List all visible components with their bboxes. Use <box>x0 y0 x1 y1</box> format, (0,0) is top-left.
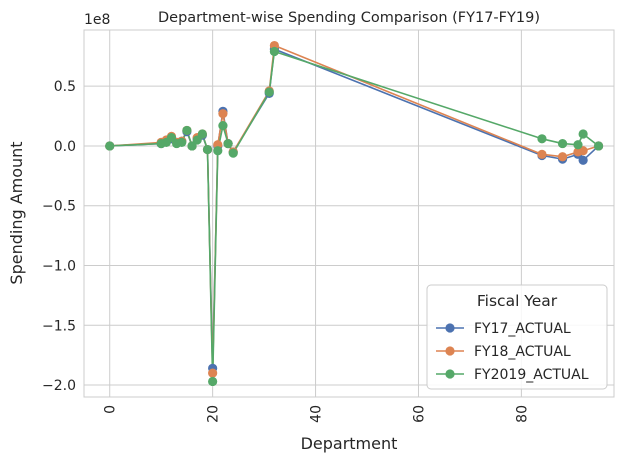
data-point-fy2019-actual <box>197 129 207 139</box>
data-point-fy18-actual <box>537 149 547 159</box>
legend-label: FY18_ACTUAL <box>474 344 571 360</box>
legend-marker <box>445 369 455 379</box>
data-point-fy18-actual <box>218 109 228 119</box>
x-tick-label: 80 <box>514 405 530 423</box>
legend-label: FY17_ACTUAL <box>474 321 571 337</box>
legend-box <box>426 284 608 390</box>
data-point-fy2019-actual <box>223 138 233 149</box>
chart-title: Department-wise Spending Comparison (FY1… <box>158 10 540 26</box>
data-point-fy2019-actual <box>218 121 228 131</box>
legend-entry-fy18-actual: FY18_ACTUAL <box>436 344 571 360</box>
y-tick-label: −1.0 <box>42 259 76 275</box>
y-tick-label: 0.5 <box>54 79 76 95</box>
y-axis-label: Spending Amount <box>7 141 26 284</box>
legend-title: Fiscal Year <box>477 292 558 310</box>
grid <box>84 30 614 397</box>
data-point-fy2019-actual <box>228 148 238 158</box>
x-ticks: 0 20 40 60 80 <box>103 405 531 423</box>
data-point-fy2019-actual <box>213 146 223 156</box>
data-point-fy2019-actual <box>177 137 187 147</box>
legend-entry-fy2019-actual: FY2019_ACTUAL <box>436 367 589 383</box>
y-tick-label: 0.0 <box>54 139 76 155</box>
y-tick-label: −0.5 <box>42 199 76 215</box>
x-axis-label: Department <box>301 434 398 453</box>
x-tick-label: 20 <box>206 405 222 423</box>
data-point-fy2019-actual <box>166 132 177 143</box>
x-tick-label: 0 <box>103 405 119 414</box>
data-point-fy2019-actual <box>593 141 604 151</box>
data-point-fy18-actual <box>557 152 568 162</box>
y-exponent-label: 1e8 <box>84 12 110 28</box>
data-point-fy2019-actual <box>105 141 115 151</box>
data-point-fy2019-actual <box>202 144 213 155</box>
data-point-fy2019-actual <box>182 125 192 136</box>
y-tick-label: −1.5 <box>42 318 76 334</box>
data-point-fy2019-actual <box>264 87 274 97</box>
legend: Fiscal Year FY17_ACTUAL FY18_ACTUAL FY2019… <box>426 284 608 390</box>
data-point-fy18-actual <box>578 146 588 156</box>
y-tick-label: −2.0 <box>42 378 76 394</box>
data-point-fy2019-actual <box>578 129 588 139</box>
legend-marker <box>445 323 455 333</box>
legend-entry-fy17-actual: FY17_ACTUAL <box>436 321 571 337</box>
data-point-fy2019-actual <box>187 141 197 151</box>
series-points <box>105 40 604 387</box>
data-point-fy2019-actual <box>269 46 279 57</box>
data-point-fy2019-actual <box>573 140 583 150</box>
data-point-fy2019-actual <box>557 138 568 149</box>
y-ticks: 0.5 0.0 −0.5 −1.0 −1.5 −2.0 <box>42 79 76 394</box>
x-tick-label: 40 <box>309 405 325 423</box>
legend-label: FY2019_ACTUAL <box>474 367 589 383</box>
data-point-fy2019-actual <box>537 134 547 144</box>
x-tick-label: 60 <box>411 405 427 423</box>
data-point-fy2019-actual <box>192 135 202 145</box>
legend-entries: FY17_ACTUAL FY18_ACTUAL FY2019_ACTUAL <box>436 321 589 383</box>
legend-marker <box>445 346 455 356</box>
data-point-fy18-actual <box>208 368 218 378</box>
data-point-fy2019-actual <box>208 376 218 387</box>
data-point-fy17-actual <box>578 155 588 165</box>
